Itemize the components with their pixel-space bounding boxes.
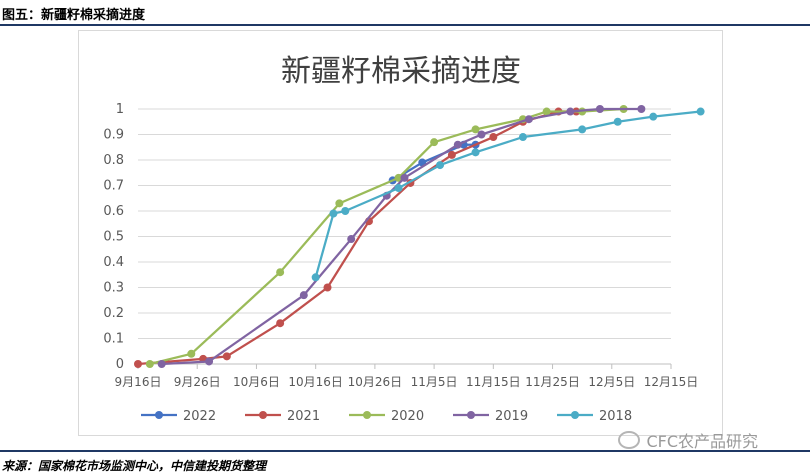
wechat-icon	[618, 431, 641, 449]
y-tick-label: 0.7	[103, 179, 124, 194]
legend-item-2021: 2021	[245, 409, 320, 424]
data-point	[436, 161, 445, 170]
y-tick-label: 0.1	[103, 332, 124, 347]
y-tick-label: 1	[116, 102, 124, 117]
legend-marker	[363, 411, 371, 419]
data-point	[187, 349, 196, 358]
data-point	[595, 105, 604, 113]
data-point	[311, 273, 320, 282]
data-point	[394, 184, 403, 193]
x-tick-label: 11月25日	[525, 375, 580, 389]
y-tick-label: 0	[116, 357, 124, 372]
legend-marker	[259, 411, 267, 419]
data-point	[471, 125, 480, 134]
figure-header: 图五：新疆籽棉采摘进度	[0, 0, 810, 26]
legend-item-2022: 2022	[141, 409, 216, 424]
data-point	[696, 107, 705, 116]
y-tick-label: 0.5	[103, 230, 124, 245]
x-tick-label: 9月26日	[174, 375, 221, 389]
x-tick-label: 11月5日	[411, 375, 458, 389]
series	[134, 105, 705, 368]
legend-marker	[155, 411, 163, 419]
data-point	[276, 319, 285, 328]
chart-title: 新疆籽棉采摘进度	[281, 54, 521, 89]
x-tick-label: 12月5日	[588, 375, 635, 389]
data-point	[335, 199, 344, 208]
data-point	[347, 235, 356, 244]
data-point	[430, 138, 439, 147]
axes: 0 0.1 0.2 0.3 0.4 0.5 0.6 0.7 0.8 0.9 1 9月16日 9月26日 1…	[103, 102, 698, 389]
data-point	[524, 115, 533, 124]
series-line-2021	[137, 110, 577, 366]
data-point	[542, 107, 551, 116]
x-tick-label: 9月16日	[115, 375, 162, 389]
data-point	[394, 173, 403, 182]
data-point	[471, 148, 480, 157]
data-point	[299, 291, 308, 300]
data-point	[578, 125, 587, 134]
data-point	[477, 130, 486, 139]
legend-item-2020: 2020	[349, 409, 424, 424]
data-point	[341, 207, 350, 215]
data-point	[518, 133, 527, 142]
y-tick-label: 0.2	[103, 306, 124, 321]
data-point	[323, 283, 332, 292]
y-tick-label: 0.3	[103, 281, 124, 296]
data-point	[329, 209, 338, 218]
x-tick-label: 10月6日	[233, 375, 280, 389]
series-2021	[134, 107, 581, 368]
legend-label: 2021	[287, 409, 320, 424]
y-tick-label: 0.8	[103, 153, 124, 168]
x-tick-label: 11月15日	[466, 375, 521, 389]
data-point	[134, 360, 142, 368]
data-point	[222, 352, 231, 361]
y-tick-label: 0.9	[103, 128, 124, 143]
data-point	[489, 133, 498, 142]
watermark: CFC农产品研究	[618, 428, 758, 452]
chart-frame: 新疆籽棉采摘进度 0 0.1 0.2 0.3 0.4 0.5 0.6 0.7 0.8 0.9 1 9月…	[78, 30, 723, 436]
y-tick-label: 0.4	[103, 255, 124, 270]
figure-footer: 来源：国家棉花市场监测中心，中信建投期货整理	[0, 450, 810, 476]
data-point	[205, 357, 214, 366]
data-point	[157, 360, 166, 368]
data-point	[637, 105, 646, 113]
legend-marker	[467, 411, 475, 419]
figure-source: 来源：国家棉花市场监测中心，中信建投期货整理	[2, 459, 267, 473]
x-tick-label: 10月16日	[288, 375, 343, 389]
data-point	[400, 173, 409, 182]
legend-label: 2020	[391, 409, 424, 424]
watermark-text: CFC农产品研究	[646, 432, 758, 451]
x-tick-label: 12月15日	[644, 375, 699, 389]
legend-item-2018: 2018	[557, 409, 632, 424]
data-point	[447, 150, 456, 159]
data-point	[453, 140, 462, 149]
gridlines	[138, 108, 671, 365]
data-point	[145, 360, 154, 368]
series-2018	[311, 107, 705, 282]
data-point	[613, 117, 622, 126]
data-point	[649, 112, 658, 121]
chart: 新疆籽棉采摘进度 0 0.1 0.2 0.3 0.4 0.5 0.6 0.7 0.8 0.9 1 9月…	[103, 54, 705, 424]
figure-caption: 图五：新疆籽棉采摘进度	[2, 8, 146, 23]
legend-label: 2022	[183, 409, 216, 424]
legend-label: 2018	[599, 409, 632, 424]
legend-marker	[571, 411, 579, 419]
x-tick-label: 10月26日	[348, 375, 403, 389]
legend: 2022 2021 2020 2019 2018	[141, 409, 632, 424]
data-point	[566, 107, 575, 116]
data-point	[276, 268, 285, 277]
series-line-2018	[314, 110, 701, 278]
series-2019	[157, 105, 646, 368]
series-line-2019	[161, 107, 642, 366]
legend-item-2019: 2019	[453, 409, 528, 424]
legend-label: 2019	[495, 409, 528, 424]
y-tick-label: 0.6	[103, 204, 124, 219]
